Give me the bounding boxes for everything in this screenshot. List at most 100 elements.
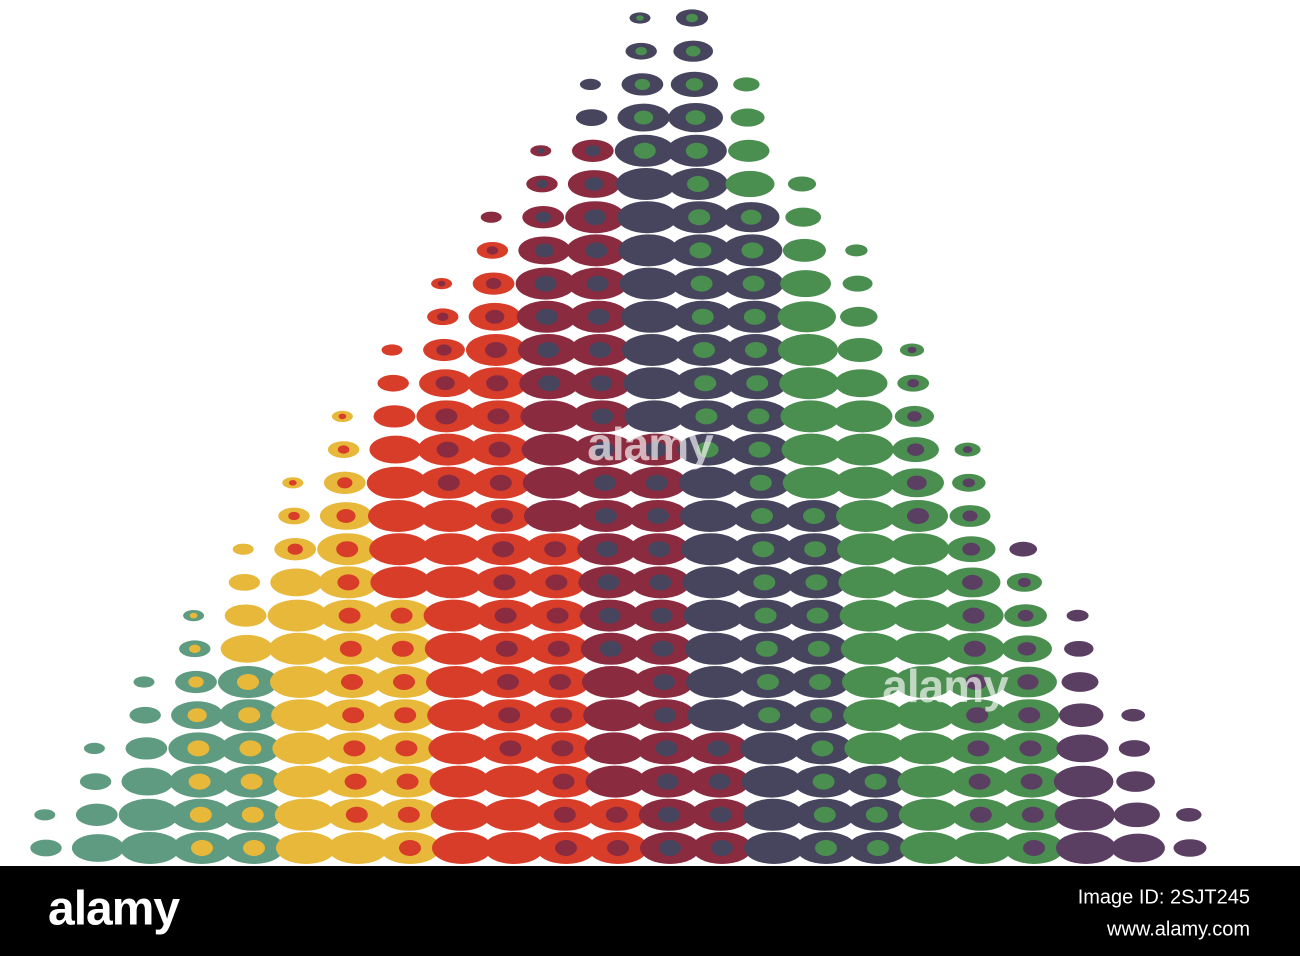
blob <box>593 474 616 491</box>
blob <box>591 408 614 425</box>
blob <box>290 707 313 724</box>
blob <box>393 674 415 690</box>
blob <box>801 474 824 491</box>
blob <box>287 640 310 657</box>
blob <box>1021 806 1044 823</box>
blob <box>916 773 939 790</box>
blob <box>968 773 991 790</box>
blob <box>534 275 557 292</box>
blob <box>534 243 554 258</box>
blob <box>187 708 207 723</box>
blob <box>863 740 886 757</box>
blob <box>909 574 932 591</box>
blob <box>243 840 265 856</box>
blob <box>488 441 511 458</box>
blob <box>699 508 721 524</box>
blob <box>700 541 723 558</box>
blob <box>486 375 509 392</box>
blob <box>971 840 993 856</box>
watermark: alamy <box>587 418 714 470</box>
blob <box>907 411 922 422</box>
blob <box>855 508 877 524</box>
blob <box>709 806 732 823</box>
blob <box>861 674 883 690</box>
blob <box>702 607 725 624</box>
blob <box>1018 545 1029 553</box>
blob <box>965 674 987 690</box>
blob <box>706 707 729 724</box>
blob <box>440 541 463 558</box>
blob <box>653 674 675 690</box>
blob <box>906 475 927 491</box>
blob <box>586 275 609 292</box>
blob <box>288 511 300 521</box>
blob <box>138 742 155 754</box>
blob <box>339 640 362 657</box>
blob <box>1019 740 1042 757</box>
blob <box>445 674 467 690</box>
blob <box>89 777 102 786</box>
blob <box>344 773 367 790</box>
blob <box>914 707 937 724</box>
blob <box>390 607 413 624</box>
blob <box>599 640 622 657</box>
blob <box>962 510 978 522</box>
blob <box>966 707 989 724</box>
blob <box>485 278 502 290</box>
blob <box>603 740 626 757</box>
blob <box>343 740 366 757</box>
blob <box>856 541 879 558</box>
blob <box>865 806 888 823</box>
blob <box>1128 840 1148 856</box>
blob <box>188 676 204 688</box>
blob <box>636 15 644 21</box>
blob <box>501 806 524 823</box>
blob <box>857 574 880 591</box>
blob <box>815 840 837 856</box>
blob <box>435 376 455 391</box>
blob <box>286 607 309 624</box>
blob <box>605 806 628 823</box>
blob <box>492 541 515 558</box>
blob <box>89 809 105 821</box>
blob <box>451 840 473 856</box>
blob <box>345 806 368 823</box>
blob <box>1128 712 1138 719</box>
blob <box>336 541 359 558</box>
abstract-pattern <box>30 9 1207 864</box>
blob <box>741 145 757 157</box>
blob <box>689 242 712 259</box>
blob <box>796 309 818 325</box>
blob <box>536 148 545 154</box>
blob <box>499 740 522 757</box>
blob <box>291 740 314 757</box>
blob <box>654 707 677 724</box>
blob <box>758 707 781 724</box>
blob <box>535 211 551 223</box>
blob <box>649 574 672 591</box>
blob <box>741 177 759 191</box>
blob <box>763 840 785 856</box>
blob <box>497 674 519 690</box>
blob <box>743 308 766 325</box>
blob <box>439 508 461 524</box>
blob <box>798 375 821 392</box>
blob <box>543 508 565 524</box>
blob <box>437 312 449 321</box>
blob <box>851 376 871 391</box>
blob <box>187 740 210 757</box>
blob <box>40 843 52 853</box>
blob <box>851 408 874 425</box>
blob <box>139 711 151 720</box>
blob <box>1072 773 1095 790</box>
blob <box>585 113 598 122</box>
blob <box>550 707 573 724</box>
blob <box>796 276 815 291</box>
blob <box>338 413 347 420</box>
blob <box>237 641 257 656</box>
blob <box>751 508 773 524</box>
blob <box>336 509 356 523</box>
blob <box>342 707 365 724</box>
footer-url: www.alamy.com <box>1106 918 1250 940</box>
blob <box>797 342 819 358</box>
